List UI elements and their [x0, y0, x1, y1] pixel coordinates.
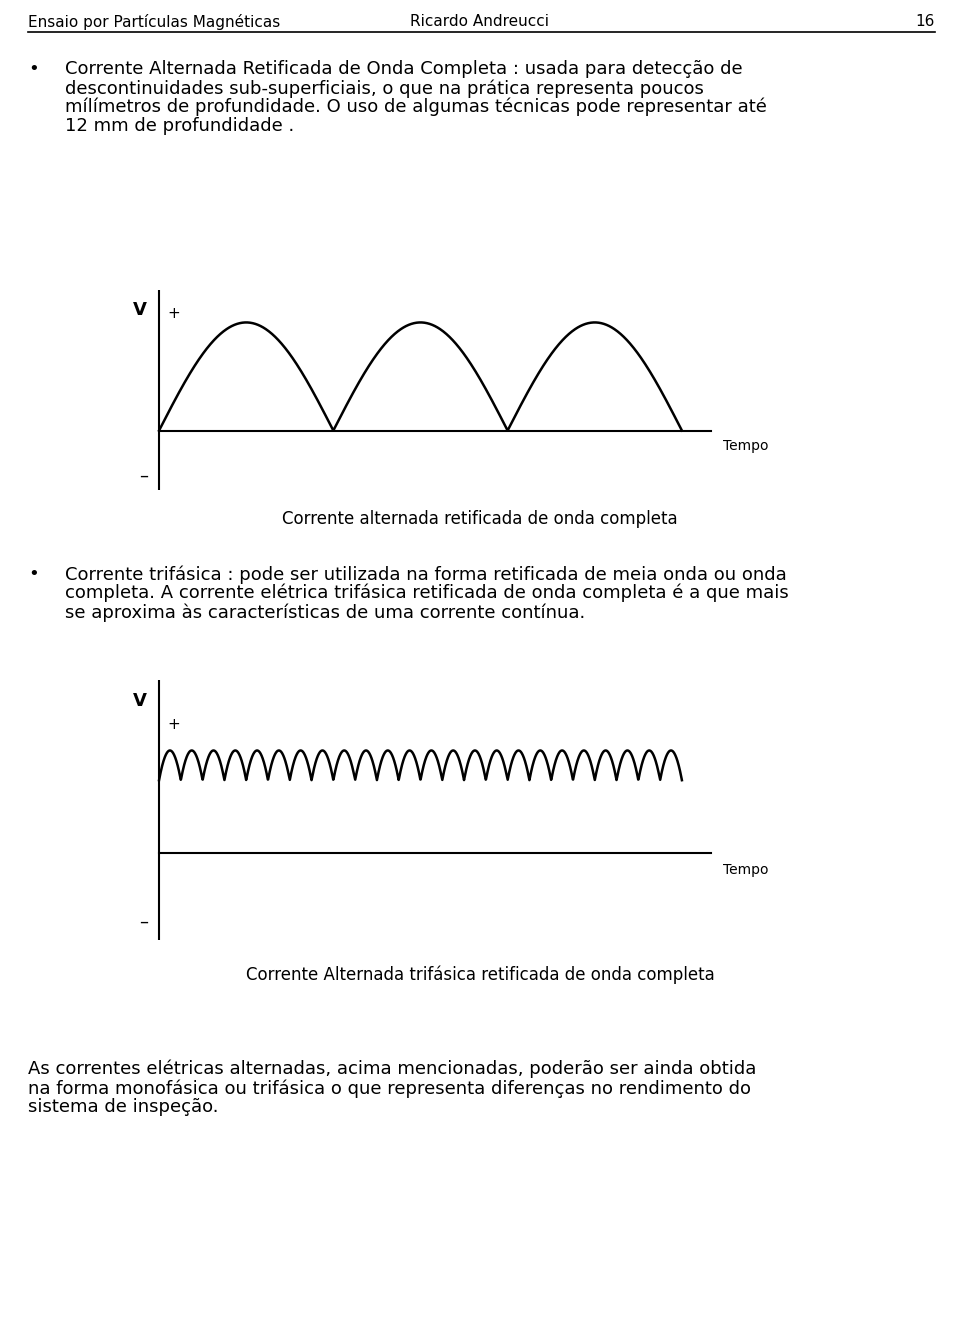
Text: –: –	[138, 913, 148, 930]
Text: mílímetros de profundidade. O uso de algumas técnicas pode representar até: mílímetros de profundidade. O uso de alg…	[65, 98, 767, 116]
Text: As correntes elétricas alternadas, acima mencionadas, poderão ser ainda obtida: As correntes elétricas alternadas, acima…	[28, 1059, 756, 1078]
Text: +: +	[168, 306, 180, 321]
Text: na forma monofásica ou trifásica o que representa diferenças no rendimento do: na forma monofásica ou trifásica o que r…	[28, 1079, 751, 1098]
Text: •: •	[28, 59, 38, 78]
Text: •: •	[28, 565, 38, 583]
Text: Tempo: Tempo	[723, 439, 768, 453]
Text: V: V	[132, 301, 147, 318]
Text: Tempo: Tempo	[723, 863, 768, 877]
Text: Ricardo Andreucci: Ricardo Andreucci	[411, 15, 549, 29]
Text: +: +	[168, 717, 180, 732]
Text: 16: 16	[916, 15, 935, 29]
Text: se aproxima às características de uma corrente contínua.: se aproxima às características de uma co…	[65, 602, 586, 621]
Text: descontinuidades sub-superficiais, o que na prática representa poucos: descontinuidades sub-superficiais, o que…	[65, 79, 704, 98]
Text: Corrente Alternada Retificada de Onda Completa : usada para detecção de: Corrente Alternada Retificada de Onda Co…	[65, 59, 743, 78]
Text: V: V	[132, 692, 147, 711]
Text: sistema de inspeção.: sistema de inspeção.	[28, 1098, 219, 1116]
Text: completa. A corrente elétrica trifásica retificada de onda completa é a que mais: completa. A corrente elétrica trifásica …	[65, 584, 789, 602]
Text: 12 mm de profundidade .: 12 mm de profundidade .	[65, 118, 295, 135]
Text: Corrente trifásica : pode ser utilizada na forma retificada de meia onda ou onda: Corrente trifásica : pode ser utilizada …	[65, 565, 787, 584]
Text: Corrente Alternada trifásica retificada de onda completa: Corrente Alternada trifásica retificada …	[246, 966, 714, 984]
Text: Corrente alternada retificada de onda completa: Corrente alternada retificada de onda co…	[282, 510, 678, 528]
Text: –: –	[138, 466, 148, 485]
Text: Ensaio por Partículas Magnéticas: Ensaio por Partículas Magnéticas	[28, 15, 280, 30]
